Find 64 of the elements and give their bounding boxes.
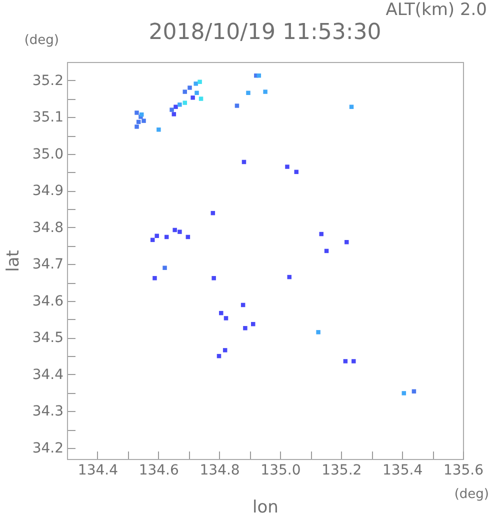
y-tick-label: 35.0 — [32, 146, 64, 162]
x-tick-label: 134.8 — [200, 462, 240, 478]
point — [319, 232, 324, 236]
y-tick-label: 34.3 — [32, 404, 64, 420]
y-axis-title: lat — [3, 250, 24, 272]
point — [170, 108, 174, 112]
y-tick-label: 34.6 — [32, 293, 64, 310]
point — [182, 100, 188, 105]
x-tick-label: 135.6 — [443, 462, 484, 478]
point — [140, 112, 144, 117]
point — [190, 96, 195, 100]
point — [156, 128, 161, 132]
y-tick-label: 35.2 — [32, 72, 64, 89]
x-tick-label: 135.0 — [260, 462, 301, 478]
point — [152, 276, 157, 280]
chart-subtitle: ALT(km) 2.0 — [386, 0, 487, 20]
point — [188, 86, 192, 90]
x-tick-label: 135.4 — [382, 462, 423, 478]
y-tick-label: 35.1 — [32, 110, 64, 126]
y-tick-label: 34.5 — [32, 330, 64, 346]
y-tick-label: 34.7 — [32, 256, 64, 273]
point — [178, 230, 182, 234]
y-tick-label: 34.9 — [32, 183, 64, 200]
point — [285, 164, 290, 169]
point — [349, 104, 354, 109]
y-tick-label: 34.2 — [32, 440, 64, 456]
point — [224, 316, 228, 320]
point — [222, 348, 228, 352]
point — [134, 124, 139, 129]
point — [287, 274, 292, 280]
point — [316, 330, 320, 334]
point — [174, 104, 178, 109]
point — [178, 102, 182, 107]
point — [344, 240, 349, 244]
y-tick-label: 34.4 — [32, 366, 64, 383]
point — [162, 266, 167, 270]
point — [198, 80, 202, 84]
point — [352, 359, 356, 364]
point — [198, 96, 204, 101]
x-tick-label: 135.2 — [322, 462, 362, 478]
point — [172, 228, 177, 232]
point — [343, 359, 348, 364]
point — [246, 90, 250, 95]
x-tick-label: 134.4 — [78, 462, 118, 478]
point — [234, 104, 240, 108]
point — [154, 234, 159, 238]
point — [194, 82, 198, 86]
point — [219, 310, 224, 316]
point — [263, 90, 268, 94]
point — [212, 276, 216, 280]
point — [402, 391, 406, 396]
point — [182, 90, 188, 94]
point — [142, 118, 146, 123]
chart-title: 2018/10/19 11:53:30 — [148, 20, 382, 45]
y-tick-label: 34.8 — [32, 220, 64, 236]
text: (deg) — [454, 487, 489, 502]
point — [412, 389, 416, 394]
point — [134, 110, 139, 115]
point — [172, 112, 176, 116]
x-axis-title: lon — [252, 498, 278, 518]
text: (deg) — [24, 33, 59, 48]
point — [194, 90, 199, 95]
point — [243, 326, 248, 330]
x-tick-label: 134.6 — [138, 462, 180, 478]
